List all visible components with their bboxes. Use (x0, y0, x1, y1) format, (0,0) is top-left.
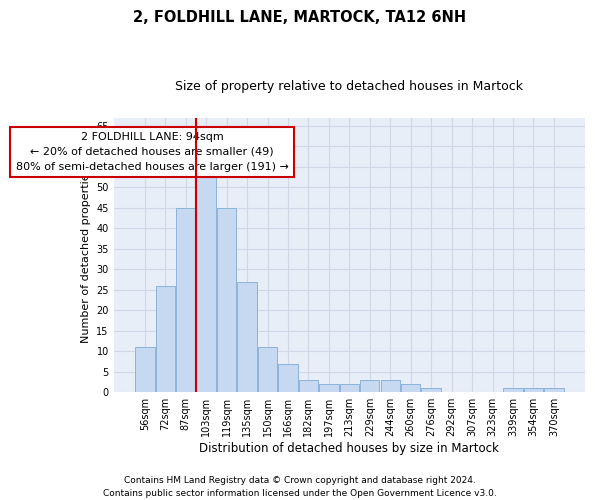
Bar (258, 347, 277, 392)
Text: Contains HM Land Registry data © Crown copyright and database right 2024.
Contai: Contains HM Land Registry data © Crown c… (103, 476, 497, 498)
Bar (340, 384, 359, 392)
Bar (278, 364, 298, 392)
Bar (135, 347, 155, 392)
Bar (155, 286, 175, 392)
Text: 2, FOLDHILL LANE, MARTOCK, TA12 6NH: 2, FOLDHILL LANE, MARTOCK, TA12 6NH (133, 10, 467, 25)
Bar (380, 380, 400, 392)
X-axis label: Distribution of detached houses by size in Martock: Distribution of detached houses by size … (199, 442, 499, 455)
Bar (524, 388, 543, 392)
Y-axis label: Number of detached properties: Number of detached properties (81, 168, 91, 342)
Bar (421, 388, 441, 392)
Text: 2 FOLDHILL LANE: 94sqm
← 20% of detached houses are smaller (49)
80% of semi-det: 2 FOLDHILL LANE: 94sqm ← 20% of detached… (16, 132, 289, 172)
Bar (217, 208, 236, 392)
Title: Size of property relative to detached houses in Martock: Size of property relative to detached ho… (175, 80, 523, 93)
Bar (196, 171, 216, 392)
Bar (299, 380, 318, 392)
Bar (360, 380, 379, 392)
Bar (319, 384, 338, 392)
Bar (401, 384, 421, 392)
Bar (238, 282, 257, 392)
Bar (176, 208, 196, 392)
Bar (544, 388, 563, 392)
Bar (503, 388, 523, 392)
